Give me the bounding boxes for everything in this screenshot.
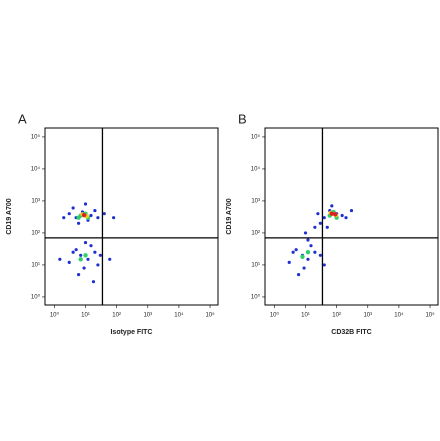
x-tick-label: 10² <box>112 313 121 319</box>
data-point <box>98 253 102 257</box>
y-tick-label: 10³ <box>31 199 40 205</box>
data-point <box>300 254 305 259</box>
y-tick-label: 10² <box>31 231 40 237</box>
data-point <box>305 250 311 255</box>
data-point <box>83 240 88 245</box>
panel-label: A <box>18 111 27 126</box>
data-point <box>58 257 62 261</box>
data-point <box>309 244 313 248</box>
data-point <box>96 263 100 267</box>
data-point <box>303 231 308 235</box>
data-point <box>287 260 291 265</box>
data-point <box>96 216 100 220</box>
data-point <box>71 206 75 210</box>
data-point <box>83 253 88 258</box>
x-tick-label: 10⁴ <box>174 312 184 319</box>
y-tick-label: 10⁰ <box>251 294 261 301</box>
data-point <box>294 248 298 252</box>
data-point <box>93 250 97 254</box>
data-point <box>322 216 326 220</box>
data-point <box>302 266 306 270</box>
panel-label: B <box>238 111 247 126</box>
x-tick-label: 10⁰ <box>50 312 60 319</box>
plot-frame <box>44 127 219 306</box>
y-axis-title: CD19 A700 <box>6 198 13 234</box>
x-tick-label: 10⁴ <box>394 312 404 319</box>
data-point <box>82 266 86 270</box>
data-point <box>74 248 78 252</box>
data-point <box>297 272 301 277</box>
data-point <box>91 280 96 284</box>
data-point <box>333 212 338 217</box>
data-point <box>322 263 326 267</box>
data-point <box>67 260 71 265</box>
y-tick-label: 10³ <box>251 199 260 205</box>
y-tick-label: 10⁴ <box>31 166 41 173</box>
data-point <box>81 212 87 218</box>
x-tick-label: 10¹ <box>81 313 90 319</box>
data-point <box>89 213 93 218</box>
x-tick-label: 10³ <box>143 313 152 319</box>
data-point <box>77 272 81 277</box>
data-point <box>89 244 93 248</box>
x-tick-label: 10² <box>332 313 341 319</box>
y-tick-label: 10¹ <box>31 263 40 269</box>
data-point <box>330 204 334 208</box>
plot-frame <box>264 127 439 306</box>
y-tick-label: 10⁴ <box>251 166 261 173</box>
data-point <box>318 221 322 225</box>
data-point <box>112 216 116 220</box>
data-point <box>108 257 112 261</box>
data-point <box>313 250 317 254</box>
data-point <box>349 208 354 213</box>
data-point <box>86 257 90 261</box>
y-tick-label: 10⁰ <box>31 294 41 301</box>
data-point <box>306 257 310 261</box>
x-tick-label: 10⁰ <box>270 312 280 319</box>
data-point <box>325 225 329 229</box>
data-point <box>71 250 75 254</box>
data-point <box>340 213 344 218</box>
y-tick-label: 10⁵ <box>31 133 41 140</box>
x-tick-label: 10³ <box>363 313 372 319</box>
x-tick-label: 10¹ <box>301 313 310 319</box>
data-point <box>318 253 322 257</box>
x-axis-title: CD32B FITC <box>331 329 371 336</box>
x-axis-title: Isotype FITC <box>110 329 152 336</box>
data-point <box>306 238 310 242</box>
y-tick-label: 10¹ <box>251 263 260 269</box>
y-tick-label: 10² <box>251 231 260 237</box>
data-point <box>67 212 71 216</box>
data-point <box>313 225 317 229</box>
data-point <box>62 216 66 220</box>
data-point <box>316 212 320 216</box>
data-point <box>83 202 88 206</box>
data-point <box>102 212 106 216</box>
data-point <box>77 221 81 225</box>
data-point <box>79 253 83 257</box>
y-axis-title: CD19 A700 <box>226 198 233 234</box>
data-point <box>291 250 295 254</box>
data-point <box>76 215 81 220</box>
x-tick-label: 10⁵ <box>205 312 215 319</box>
data-point <box>344 216 348 220</box>
x-tick-label: 10⁵ <box>425 312 435 319</box>
data-point <box>329 211 335 216</box>
y-tick-label: 10⁵ <box>251 133 261 140</box>
data-point <box>78 257 83 262</box>
data-point <box>93 208 97 213</box>
